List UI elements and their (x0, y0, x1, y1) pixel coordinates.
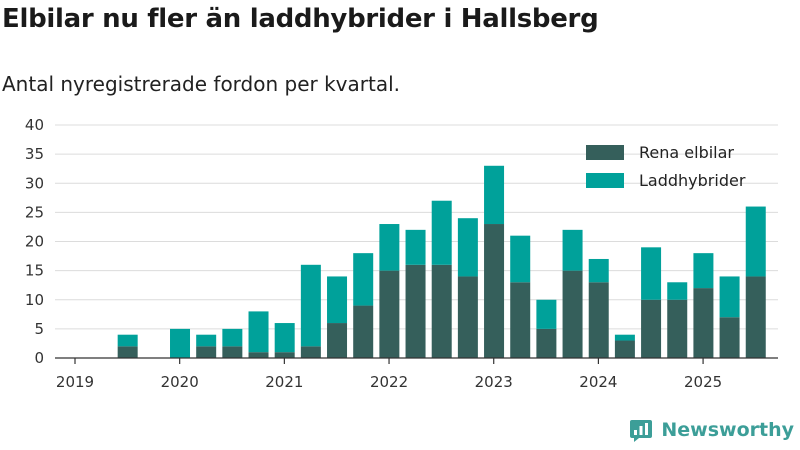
bar-segment-laddhybrider (484, 165, 505, 225)
legend-swatch (586, 145, 624, 160)
bar-segment-laddhybrider (641, 247, 662, 300)
y-tick-label: 0 (34, 349, 44, 367)
bar-segment-laddhybrider (222, 328, 243, 347)
legend-label: Rena elbilar (639, 143, 734, 162)
chart-subtitle: Antal nyregistrerade fordon per kvartal. (2, 72, 401, 96)
bar-segment-rena-elbilar (379, 270, 400, 358)
bar-segment-rena-elbilar (641, 299, 662, 358)
bar-segment-laddhybrider (379, 224, 400, 271)
bar-segment-rena-elbilar (405, 264, 426, 358)
y-tick-label: 20 (25, 233, 44, 251)
bar-segment-laddhybrider (405, 229, 426, 265)
bar-segment-laddhybrider (327, 276, 348, 324)
bar-segment-rena-elbilar (510, 282, 531, 358)
y-tick-label: 25 (25, 203, 44, 221)
y-tick-label: 10 (25, 291, 44, 309)
bar-segment-rena-elbilar (562, 270, 583, 358)
bar-segment-laddhybrider (300, 264, 321, 347)
bar-segment-rena-elbilar (484, 224, 505, 358)
bar-segment-rena-elbilar (300, 346, 321, 358)
bar-segment-rena-elbilar (745, 276, 766, 358)
x-axis-ticks: 2019 2020 2021 2022 2023 2024 2025 (56, 358, 722, 391)
x-tick-label: 2021 (265, 373, 303, 391)
legend: Rena elbilar Laddhybrider (586, 143, 746, 190)
bar-segment-rena-elbilar (196, 346, 217, 358)
bar-segment-rena-elbilar (248, 352, 269, 358)
bar-segment-laddhybrider (170, 328, 191, 358)
bar-segment-rena-elbilar (693, 288, 714, 358)
bar-segment-laddhybrider (274, 323, 295, 353)
bar-segment-rena-elbilar (719, 317, 740, 358)
y-tick-label: 5 (34, 320, 44, 338)
bar-segment-laddhybrider (117, 334, 138, 347)
bar-segment-rena-elbilar (614, 340, 635, 358)
bar-segment-rena-elbilar (117, 346, 138, 358)
bar-segment-laddhybrider (353, 253, 374, 306)
bar-segment-laddhybrider (588, 258, 609, 283)
y-tick-label: 40 (25, 116, 44, 134)
y-tick-label: 15 (25, 262, 44, 280)
bar-segment-laddhybrider (457, 218, 478, 277)
bar-segment-laddhybrider (431, 200, 452, 265)
brand-name: Newsworthy (661, 419, 794, 441)
bar-segment-rena-elbilar (431, 264, 452, 358)
legend-label: Laddhybrider (639, 171, 746, 190)
bar-segment-laddhybrider (745, 206, 766, 277)
x-tick-label: 2023 (475, 373, 513, 391)
bar-segment-laddhybrider (693, 253, 714, 289)
newsworthy-logo-icon (630, 420, 653, 442)
x-tick-label: 2019 (56, 373, 94, 391)
x-tick-label: 2020 (161, 373, 199, 391)
bars (117, 165, 766, 358)
legend-swatch (586, 173, 624, 188)
bar-segment-rena-elbilar (588, 282, 609, 358)
bar-segment-laddhybrider (614, 334, 635, 341)
bar-segment-rena-elbilar (327, 323, 348, 358)
bar-segment-laddhybrider (510, 235, 531, 283)
bar-segment-rena-elbilar (536, 328, 557, 358)
bar-segment-laddhybrider (719, 276, 740, 318)
bar-segment-rena-elbilar (274, 352, 295, 358)
bar-segment-laddhybrider (536, 299, 557, 329)
bar-segment-laddhybrider (248, 311, 269, 353)
y-axis-tick-labels: 0 5 10 15 20 25 30 35 40 (25, 116, 44, 367)
bar-segment-laddhybrider (196, 334, 217, 347)
bar-segment-rena-elbilar (353, 305, 374, 358)
y-tick-label: 35 (25, 145, 44, 163)
bar-segment-rena-elbilar (222, 346, 243, 358)
newsworthy-brand[interactable]: Newsworthy (629, 418, 794, 442)
x-tick-label: 2025 (684, 373, 722, 391)
bar-segment-laddhybrider (562, 229, 583, 271)
x-tick-label: 2024 (579, 373, 617, 391)
bar-segment-rena-elbilar (457, 276, 478, 358)
bar-segment-rena-elbilar (667, 299, 688, 358)
x-tick-label: 2022 (370, 373, 408, 391)
y-tick-label: 30 (25, 174, 44, 192)
chart-title: Elbilar nu fler än laddhybrider i Hallsb… (2, 4, 599, 34)
bar-segment-laddhybrider (667, 282, 688, 300)
